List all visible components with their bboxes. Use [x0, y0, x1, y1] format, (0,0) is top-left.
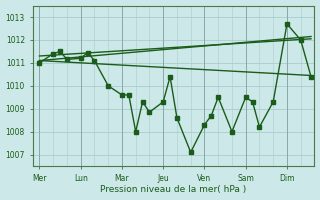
X-axis label: Pression niveau de la mer( hPa ): Pression niveau de la mer( hPa ) — [100, 185, 247, 194]
